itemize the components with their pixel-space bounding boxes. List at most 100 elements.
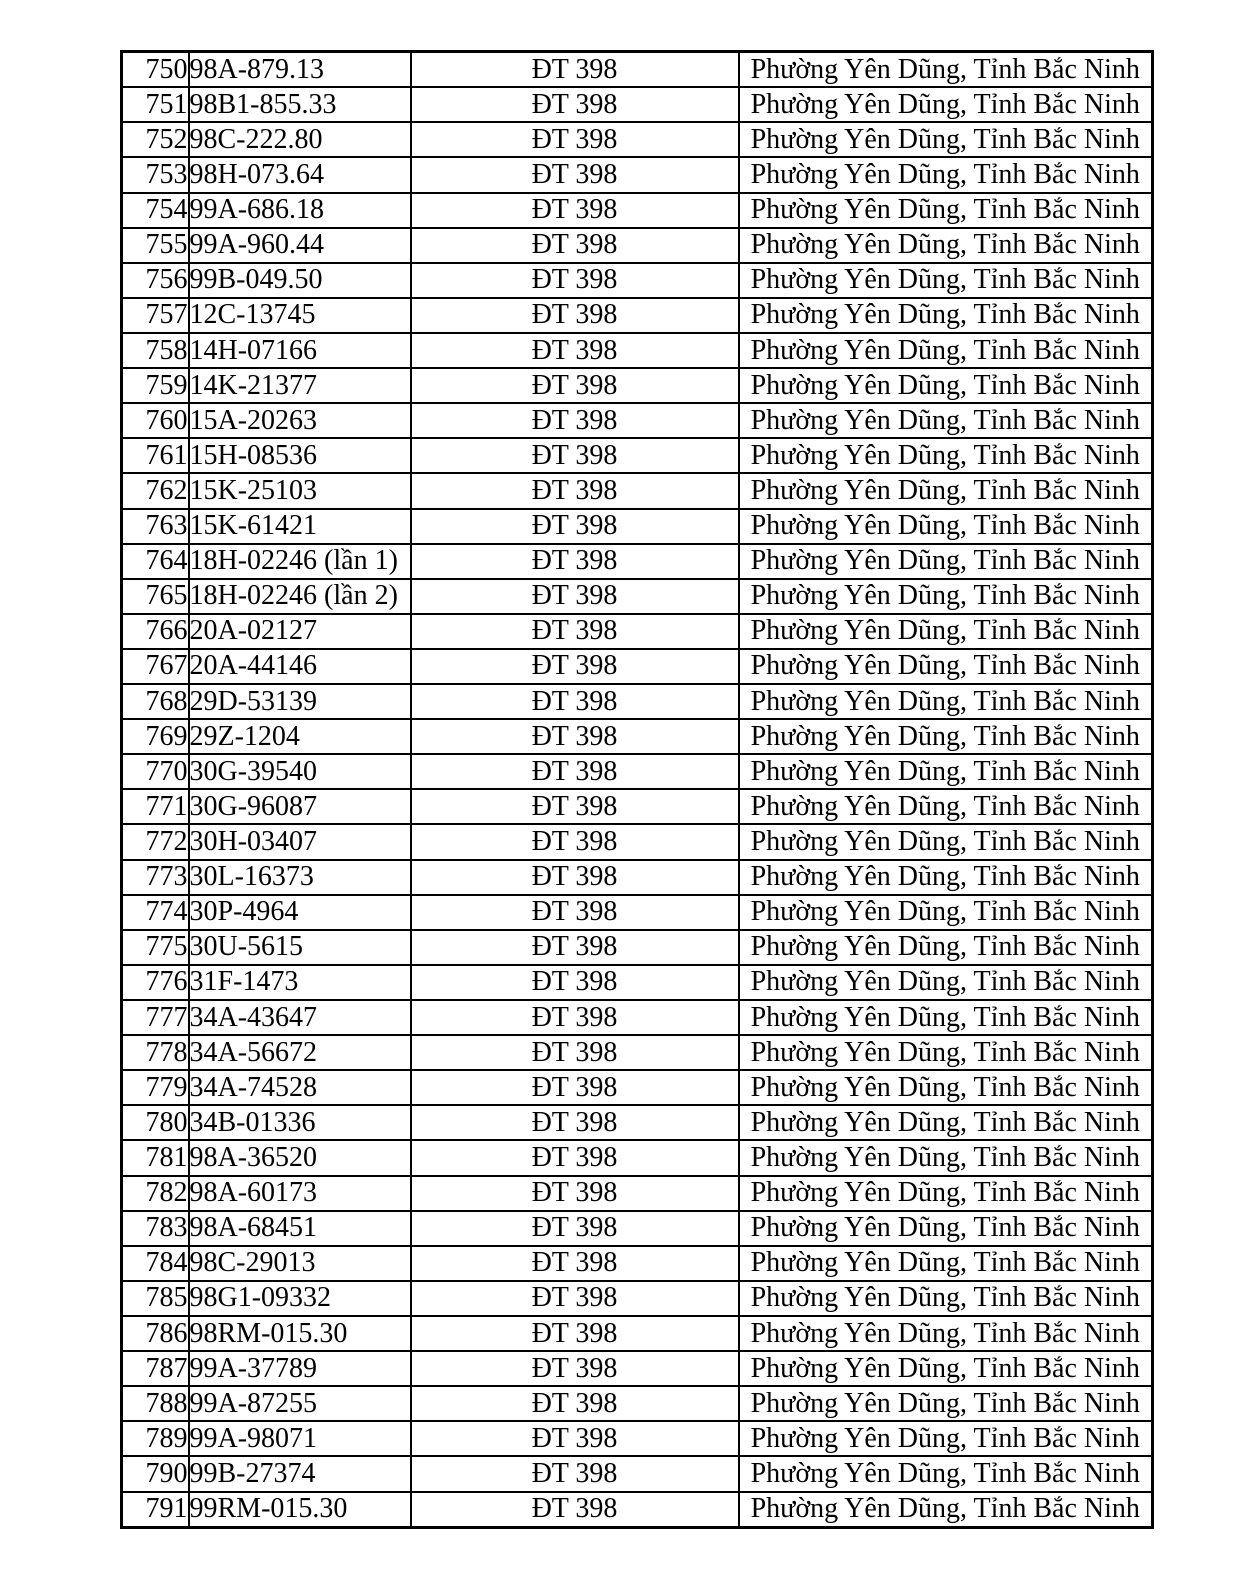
cell-road-name: ĐT 398 <box>409 437 740 475</box>
table-row: 780 34B-01336 ĐT 398 Phường Yên Dũng, Tỉnh … <box>120 1104 1154 1142</box>
table-row: 769 29Z-1204 ĐT 398 Phường Yên Dũng, Tỉnh B… <box>120 718 1154 756</box>
cell-row-number: 771 <box>120 788 190 826</box>
cell-location: Phường Yên Dũng, Tỉnh Bắc Ninh <box>737 893 1154 931</box>
cell-row-number: 772 <box>120 823 190 861</box>
cell-license-plate: 98A-879.13 <box>187 50 412 89</box>
cell-row-number: 764 <box>120 542 190 580</box>
cell-row-number: 781 <box>120 1139 190 1177</box>
cell-row-number: 784 <box>120 1244 190 1282</box>
table-row: 773 30L-16373 ĐT 398 Phường Yên Dũng, Tỉnh … <box>120 858 1154 896</box>
table-row: 765 18H-02246 (lần 2) ĐT 398 Phường Yên Dũn… <box>120 577 1154 615</box>
table-row: 753 98H-073.64 ĐT 398 Phường Yên Dũng, Tỉnh… <box>120 156 1154 194</box>
table-row: 772 30H-03407 ĐT 398 Phường Yên Dũng, Tỉnh … <box>120 823 1154 861</box>
cell-row-number: 780 <box>120 1104 190 1142</box>
cell-road-name: ĐT 398 <box>409 1385 740 1423</box>
cell-license-plate: 30G-39540 <box>187 753 412 791</box>
cell-license-plate: 31F-1473 <box>187 963 412 1002</box>
cell-license-plate: 99B-27374 <box>187 1455 412 1493</box>
cell-row-number: 753 <box>120 156 190 194</box>
cell-road-name: ĐT 398 <box>409 296 740 334</box>
cell-license-plate: 30H-03407 <box>187 823 412 861</box>
cell-row-number: 774 <box>120 893 190 931</box>
table-row: 770 30G-39540 ĐT 398 Phường Yên Dũng, Tỉnh … <box>120 753 1154 791</box>
cell-location: Phường Yên Dũng, Tỉnh Bắc Ninh <box>737 963 1154 1002</box>
cell-road-name: ĐT 398 <box>409 156 740 194</box>
cell-road-name: ĐT 398 <box>409 718 740 756</box>
table-row: 760 15A-20263 ĐT 398 Phường Yên Dũng, Tỉnh … <box>120 402 1154 440</box>
cell-license-plate: 99A-87255 <box>187 1385 412 1423</box>
cell-location: Phường Yên Dũng, Tỉnh Bắc Ninh <box>737 718 1154 756</box>
cell-road-name: ĐT 398 <box>409 472 740 510</box>
table-row: 752 98C-222.80 ĐT 398 Phường Yên Dũng, Tỉnh… <box>120 121 1154 159</box>
cell-row-number: 751 <box>120 86 190 124</box>
table-row: 750 98A-879.13 ĐT 398 Phường Yên Dũng, Tỉnh… <box>120 50 1154 89</box>
cell-road-name: ĐT 398 <box>409 612 740 650</box>
cell-row-number: 770 <box>120 753 190 791</box>
cell-road-name: ĐT 398 <box>409 542 740 580</box>
cell-location: Phường Yên Dũng, Tỉnh Bắc Ninh <box>737 261 1154 299</box>
cell-row-number: 758 <box>120 331 190 370</box>
cell-row-number: 777 <box>120 999 190 1037</box>
cell-license-plate: 30L-16373 <box>187 858 412 896</box>
cell-road-name: ĐT 398 <box>409 893 740 931</box>
cell-road-name: ĐT 398 <box>409 1490 740 1529</box>
cell-location: Phường Yên Dũng, Tỉnh Bắc Ninh <box>737 788 1154 826</box>
cell-location: Phường Yên Dũng, Tỉnh Bắc Ninh <box>737 1420 1154 1458</box>
table-row: 777 34A-43647 ĐT 398 Phường Yên Dũng, Tỉnh … <box>120 999 1154 1037</box>
cell-row-number: 752 <box>120 121 190 159</box>
cell-license-plate: 34A-56672 <box>187 1034 412 1072</box>
cell-license-plate: 99A-960.44 <box>187 226 412 264</box>
cell-location: Phường Yên Dũng, Tỉnh Bắc Ninh <box>737 577 1154 615</box>
table-row: 778 34A-56672 ĐT 398 Phường Yên Dũng, Tỉnh … <box>120 1034 1154 1072</box>
table-row: 761 15H-08536 ĐT 398 Phường Yên Dũng, Tỉnh … <box>120 437 1154 475</box>
cell-location: Phường Yên Dũng, Tỉnh Bắc Ninh <box>737 367 1154 405</box>
cell-road-name: ĐT 398 <box>409 1244 740 1282</box>
cell-license-plate: 15H-08536 <box>187 437 412 475</box>
cell-location: Phường Yên Dũng, Tỉnh Bắc Ninh <box>737 1315 1154 1353</box>
table-row: 762 15K-25103 ĐT 398 Phường Yên Dũng, Tỉnh … <box>120 472 1154 510</box>
cell-road-name: ĐT 398 <box>409 753 740 791</box>
cell-location: Phường Yên Dũng, Tỉnh Bắc Ninh <box>737 331 1154 370</box>
table-row: 764 18H-02246 (lần 1) ĐT 398 Phường Yên Dũn… <box>120 542 1154 580</box>
cell-row-number: 750 <box>120 50 190 89</box>
table-row: 776 31F-1473 ĐT 398 Phường Yên Dũng, Tỉnh B… <box>120 963 1154 1002</box>
cell-road-name: ĐT 398 <box>409 1139 740 1177</box>
cell-road-name: ĐT 398 <box>409 1209 740 1247</box>
cell-road-name: ĐT 398 <box>409 577 740 615</box>
cell-row-number: 789 <box>120 1420 190 1458</box>
cell-row-number: 765 <box>120 577 190 615</box>
cell-row-number: 762 <box>120 472 190 510</box>
cell-row-number: 755 <box>120 226 190 264</box>
cell-road-name: ĐT 398 <box>409 507 740 545</box>
table-row: 789 99A-98071 ĐT 398 Phường Yên Dũng, Tỉnh … <box>120 1420 1154 1458</box>
cell-row-number: 785 <box>120 1279 190 1318</box>
cell-license-plate: 30G-96087 <box>187 788 412 826</box>
cell-road-name: ĐT 398 <box>409 367 740 405</box>
cell-location: Phường Yên Dũng, Tỉnh Bắc Ninh <box>737 507 1154 545</box>
cell-license-plate: 34B-01336 <box>187 1104 412 1142</box>
plate-table-body: 750 98A-879.13 ĐT 398 Phường Yên Dũng, Tỉnh… <box>120 50 1154 1529</box>
cell-license-plate: 30U-5615 <box>187 928 412 966</box>
cell-row-number: 779 <box>120 1069 190 1107</box>
cell-location: Phường Yên Dũng, Tỉnh Bắc Ninh <box>737 1490 1154 1529</box>
cell-license-plate: 98A-68451 <box>187 1209 412 1247</box>
cell-location: Phường Yên Dũng, Tỉnh Bắc Ninh <box>737 437 1154 475</box>
cell-license-plate: 99A-37789 <box>187 1350 412 1388</box>
table-row: 786 98RM-015.30 ĐT 398 Phường Yên Dũng, Tỉn… <box>120 1315 1154 1353</box>
cell-license-plate: 98H-073.64 <box>187 156 412 194</box>
cell-location: Phường Yên Dũng, Tỉnh Bắc Ninh <box>737 823 1154 861</box>
cell-road-name: ĐT 398 <box>409 788 740 826</box>
cell-location: Phường Yên Dũng, Tỉnh Bắc Ninh <box>737 156 1154 194</box>
table-row: 781 98A-36520 ĐT 398 Phường Yên Dũng, Tỉnh … <box>120 1139 1154 1177</box>
cell-location: Phường Yên Dũng, Tỉnh Bắc Ninh <box>737 121 1154 159</box>
cell-license-plate: 14K-21377 <box>187 367 412 405</box>
cell-road-name: ĐT 398 <box>409 261 740 299</box>
cell-license-plate: 15K-25103 <box>187 472 412 510</box>
cell-row-number: 783 <box>120 1209 190 1247</box>
cell-location: Phường Yên Dũng, Tỉnh Bắc Ninh <box>737 647 1154 686</box>
cell-road-name: ĐT 398 <box>409 928 740 966</box>
cell-license-plate: 98C-29013 <box>187 1244 412 1282</box>
cell-location: Phường Yên Dũng, Tỉnh Bắc Ninh <box>737 86 1154 124</box>
cell-license-plate: 99B-049.50 <box>187 261 412 299</box>
cell-license-plate: 99A-98071 <box>187 1420 412 1458</box>
